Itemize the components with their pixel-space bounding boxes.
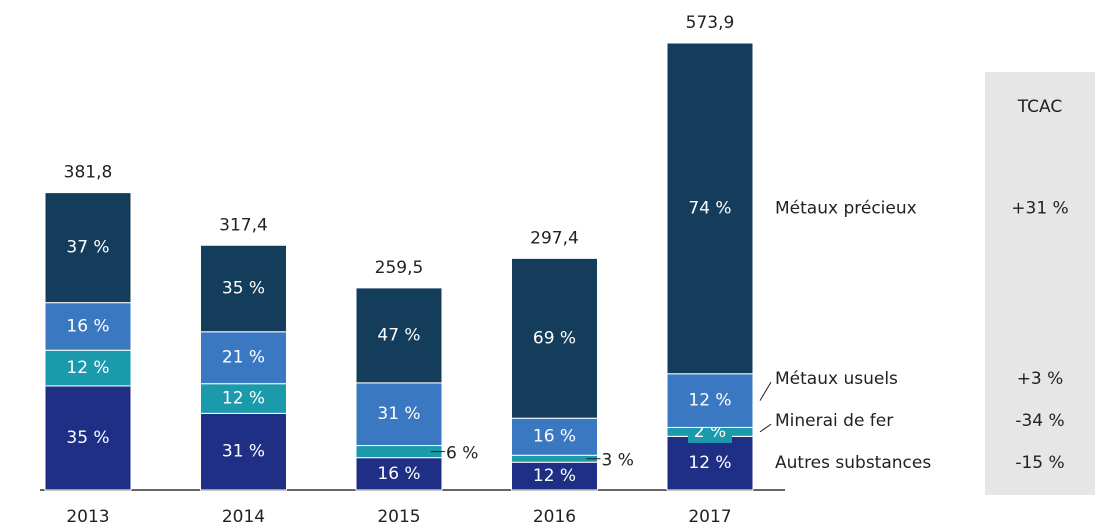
- value-label: 12 %: [688, 391, 731, 411]
- value-label: 12 %: [222, 389, 265, 409]
- value-label: 12 %: [66, 358, 109, 378]
- legend-label: Minerai de fer: [775, 411, 893, 431]
- bar-segment: [511, 417, 598, 456]
- value-label: 16 %: [377, 464, 420, 484]
- bar-segment: [200, 331, 287, 385]
- bar-segment: [355, 445, 443, 459]
- value-label: 3 %: [602, 451, 634, 471]
- bar-segment: [200, 244, 287, 333]
- cagr-label: +3 %: [1017, 369, 1064, 389]
- x-tick-label: 2014: [222, 507, 265, 527]
- bar-segment: [355, 457, 443, 491]
- cagr-title: TCAC: [1017, 97, 1062, 117]
- value-label: 35 %: [66, 428, 109, 448]
- value-label: 35 %: [222, 279, 265, 299]
- value-label: 16 %: [533, 427, 576, 447]
- bar-segment: [44, 349, 132, 387]
- value-label: 47 %: [377, 325, 420, 345]
- legend-label: Autres substances: [775, 453, 931, 473]
- total-label: 317,4: [219, 215, 268, 235]
- bar-segment: [511, 461, 598, 491]
- x-tick-label: 2017: [688, 507, 731, 527]
- x-tick-label: 2013: [66, 507, 109, 527]
- legend-leader: [759, 381, 772, 401]
- bar-segment: [200, 412, 287, 491]
- value-label: 31 %: [222, 442, 265, 462]
- value-label: 12 %: [533, 466, 576, 486]
- value-label: 74 %: [688, 198, 731, 218]
- total-label: 297,4: [530, 228, 579, 248]
- total-label: 573,9: [686, 13, 735, 33]
- total-label: 259,5: [375, 258, 424, 278]
- total-label: 381,8: [64, 163, 113, 183]
- cagr-label: -15 %: [1015, 453, 1064, 473]
- x-tick-label: 2015: [377, 507, 420, 527]
- legend-label: Métaux usuels: [775, 369, 898, 389]
- bar-segment: [666, 435, 754, 491]
- cagr-panel: [985, 72, 1095, 495]
- bar-segment: [44, 385, 132, 491]
- cagr-label: -34 %: [1015, 411, 1064, 431]
- bar-segment: [511, 454, 598, 463]
- value-label: 69 %: [533, 328, 576, 348]
- bar-segment: [511, 257, 598, 419]
- value-label: 6 %: [446, 444, 478, 464]
- bar-segment: [44, 192, 132, 304]
- legend-label: Métaux précieux: [775, 198, 917, 218]
- value-label: 12 %: [688, 453, 731, 473]
- x-tick-label: 2016: [533, 507, 576, 527]
- cagr-label: +31 %: [1011, 198, 1068, 218]
- legend-leader: [759, 423, 772, 433]
- value-label: 31 %: [377, 404, 420, 424]
- bar-segment: [666, 42, 754, 375]
- bar-segment: [355, 287, 443, 384]
- value-label: 37 %: [66, 238, 109, 258]
- bar-segment: [200, 383, 287, 414]
- value-label: 16 %: [66, 316, 109, 336]
- value-label: 21 %: [222, 348, 265, 368]
